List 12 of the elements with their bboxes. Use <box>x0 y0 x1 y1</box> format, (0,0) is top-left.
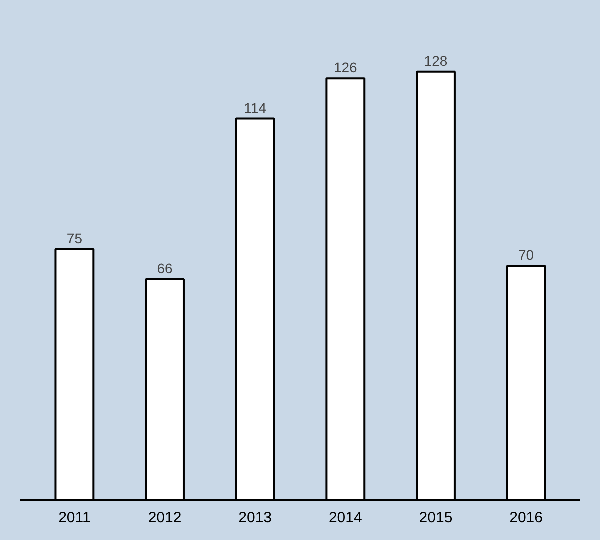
x-tick-label: 2011 <box>58 510 91 526</box>
x-tick-label: 2016 <box>510 510 543 526</box>
x-tick-label: 2012 <box>148 510 182 526</box>
data-label: 70 <box>518 247 534 264</box>
x-tick-label: 2015 <box>419 510 453 526</box>
data-label: 126 <box>334 60 358 76</box>
data-label: 66 <box>157 260 174 277</box>
data-label: 75 <box>66 230 83 246</box>
data-label: 128 <box>424 52 448 69</box>
x-tick-label: 2014 <box>328 510 362 526</box>
data-label: 114 <box>244 100 267 116</box>
x-tick-label: 2013 <box>238 510 272 526</box>
